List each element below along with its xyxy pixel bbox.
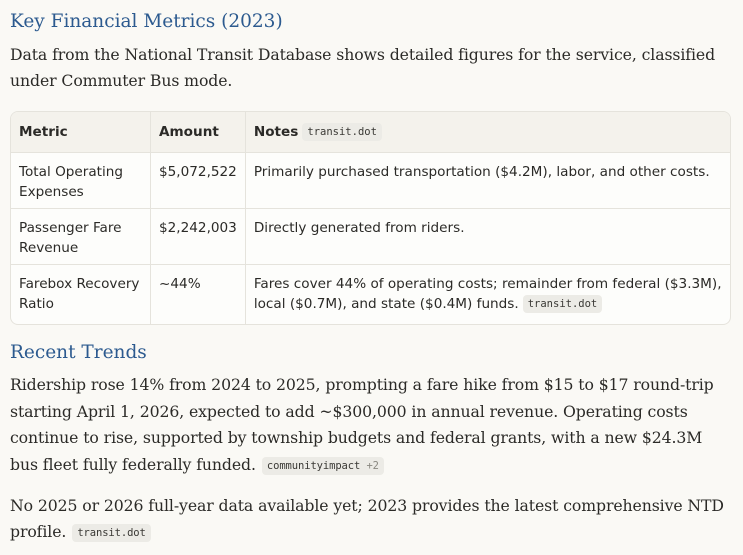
intro-paragraph: Data from the National Transit Database … [10, 45, 716, 90]
source-chip-count: +2 [366, 459, 379, 472]
cell-metric: Farebox Recovery Ratio [11, 264, 151, 324]
table-row: Passenger Fare Revenue $2,242,003 Direct… [11, 208, 730, 265]
cell-amount: $2,242,003 [150, 208, 246, 265]
cell-notes-text: Fares cover 44% of operating costs; rema… [253, 275, 722, 312]
section-heading-financial-metrics: Key Financial Metrics (2023) [10, 11, 283, 32]
section-heading-recent-trends: Recent Trends [10, 342, 147, 363]
cell-notes: Primarily purchased transportation ($4.2… [245, 152, 730, 209]
cell-notes: Fares cover 44% of operating costs; rema… [245, 264, 730, 324]
source-chip[interactable]: communityimpact +2 [261, 456, 384, 475]
source-chip[interactable]: transit.dot [302, 122, 382, 141]
data-availability-paragraph: No 2025 or 2026 full-year data available… [10, 493, 735, 545]
cell-amount: $5,072,522 [150, 152, 246, 209]
trends-paragraph-text: Ridership rose 14% from 2024 to 2025, pr… [10, 375, 714, 474]
cell-amount: ~44% [150, 264, 246, 324]
metrics-table: Metric Amount Notes transit.dot Total Ope… [10, 111, 731, 325]
table-row: Total Operating Expenses $5,072,522 Prim… [11, 152, 730, 209]
cell-metric: Total Operating Expenses [11, 152, 151, 209]
table-header-row: Metric Amount Notes transit.dot [11, 112, 730, 153]
cell-metric: Passenger Fare Revenue [11, 208, 151, 265]
source-chip-label: communityimpact [266, 459, 361, 472]
table-row: Farebox Recovery Ratio ~44% Fares cover … [11, 264, 730, 324]
cell-notes: Directly generated from riders. [245, 208, 730, 265]
header-notes: Notes transit.dot [245, 112, 730, 153]
source-chip[interactable]: transit.dot [522, 294, 603, 313]
trends-paragraph: Ridership rose 14% from 2024 to 2025, pr… [10, 372, 735, 478]
header-notes-label: Notes [253, 123, 299, 140]
source-chip[interactable]: transit.dot [72, 524, 151, 542]
data-availability-text: No 2025 or 2026 full-year data available… [10, 496, 724, 541]
header-amount: Amount [150, 112, 246, 153]
header-metric: Metric [11, 112, 151, 153]
